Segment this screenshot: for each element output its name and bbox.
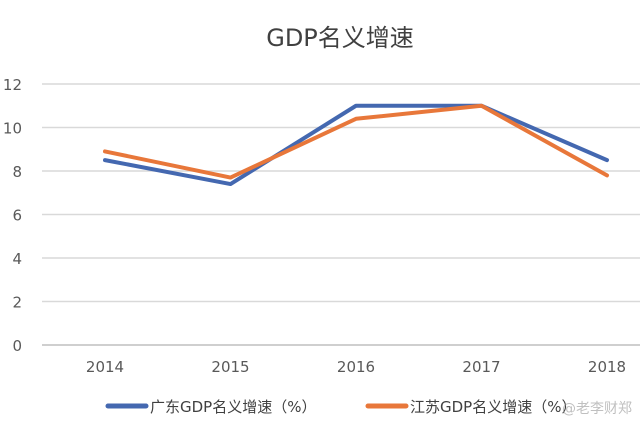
- legend-label: 广东GDP名义增速（%）: [150, 398, 316, 416]
- x-tick-label: 2017: [462, 358, 500, 376]
- y-tick-label: 0: [12, 337, 22, 355]
- y-tick-label: 10: [3, 120, 22, 138]
- chart-title: GDP名义增速: [266, 24, 414, 52]
- y-tick-label: 4: [12, 250, 22, 268]
- y-tick-label: 2: [12, 294, 22, 312]
- y-tick-label: 6: [12, 207, 22, 225]
- x-tick-label: 2014: [86, 358, 124, 376]
- watermark: @老李财郑: [562, 401, 632, 417]
- x-tick-label: 2016: [337, 358, 375, 376]
- legend-label: 江苏GDP名义增速（%）: [410, 398, 576, 416]
- series-line: [103, 103, 609, 180]
- x-tick-label: 2018: [588, 358, 626, 376]
- y-tick-label: 8: [12, 163, 22, 181]
- y-tick-label: 12: [3, 76, 22, 94]
- x-tick-label: 2015: [211, 358, 249, 376]
